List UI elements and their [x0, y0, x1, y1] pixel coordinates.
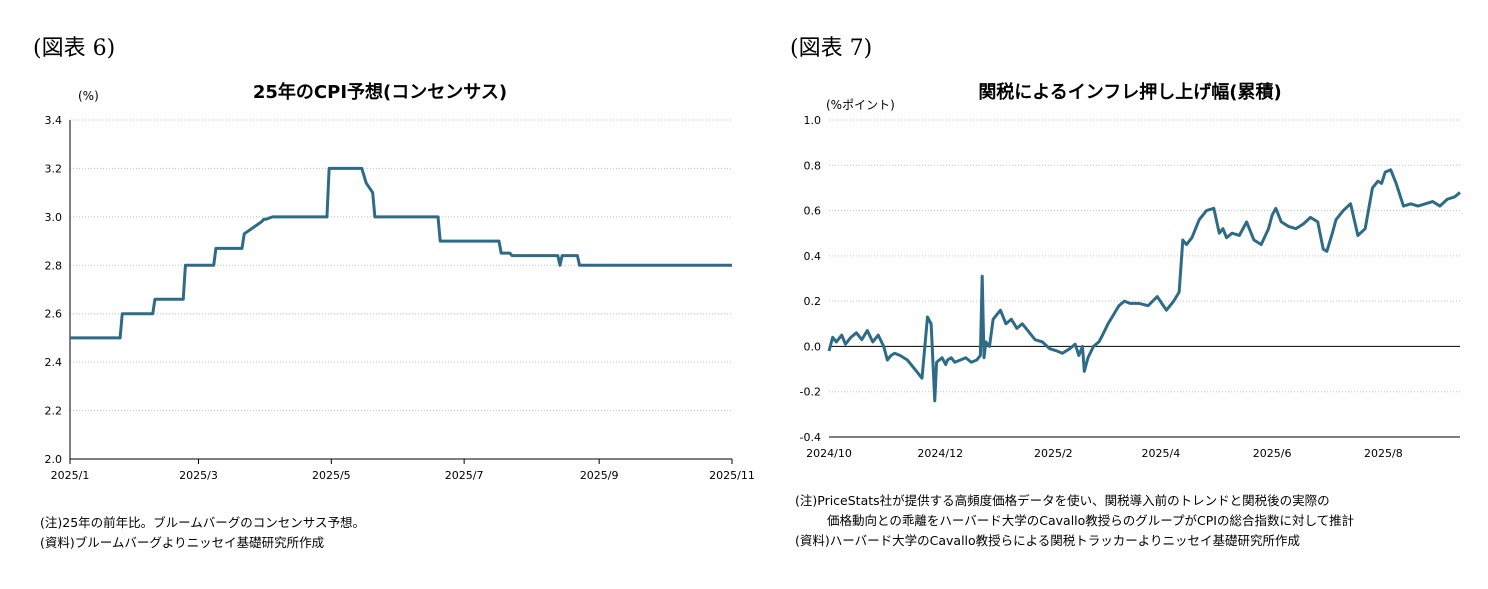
right-series-line — [827, 168, 1461, 403]
left-y-tick-label: 2.8 — [45, 259, 63, 272]
left-series-line — [70, 166, 732, 340]
left-y-tick-label: 2.0 — [45, 453, 63, 466]
left-chart-title: 25年のCPI予想(コンセンサス) — [252, 82, 508, 103]
right-note-3: (資料)ハーバード大学のCavallo教授らによる関税トラッカーよりニッセイ基礎… — [795, 533, 1301, 548]
right-figure-label: (図表 7) — [790, 36, 873, 61]
left-y-unit: (%) — [78, 89, 99, 103]
left-y-tick-label: 2.4 — [45, 356, 63, 369]
left-y-tick-label: 2.6 — [45, 308, 63, 321]
right-y-tick-label: 0.2 — [804, 295, 822, 308]
right-x-tick-label: 2024/10 — [806, 447, 852, 460]
left-y-tick-label: 3.0 — [45, 211, 63, 224]
left-x-tick-label: 2025/5 — [312, 469, 351, 482]
right-x-tick-label: 2025/6 — [1253, 447, 1292, 460]
right-y-tick-label: -0.4 — [800, 431, 821, 444]
left-x-tick-label: 2025/3 — [179, 469, 218, 482]
left-figure-label: (図表 6) — [33, 36, 116, 61]
right-x-tick-label: 2025/8 — [1364, 447, 1403, 460]
left-y-tick-label: 3.4 — [45, 114, 63, 127]
right-x-tick-label: 2025/2 — [1034, 447, 1073, 460]
right-line-chart: -0.4 -0.2 0.0 0.2 0.4 0.6 0.8 1.0 2024/10 2024/1… — [800, 114, 1461, 460]
right-note-1: (注)PriceStats社が提供する高頻度価格データを使い、関税導入前のトレン… — [795, 493, 1330, 508]
right-y-unit: (%ポイント) — [826, 98, 895, 112]
left-x-tick-label: 2025/7 — [445, 469, 484, 482]
right-chart-title: 関税によるインフレ押し上げ幅(累積) — [978, 82, 1282, 103]
right-y-tick-label: 1.0 — [804, 114, 822, 127]
left-line-chart: 2.0 2.2 2.4 2.6 2.8 3.0 3.2 3.4 2025/1 2025/3 202… — [45, 114, 755, 482]
right-y-tick-label: 0.4 — [804, 250, 822, 263]
left-y-tick-label: 3.2 — [45, 162, 63, 175]
right-y-tick-label: 0.8 — [804, 159, 822, 172]
right-y-tick-label: -0.2 — [800, 386, 821, 399]
left-note-1: (注)25年の前年比。ブルームバーグのコンセンサス予想。 — [40, 515, 366, 530]
left-y-tick-label: 2.2 — [45, 405, 63, 418]
left-x-tick-label: 2025/11 — [709, 469, 755, 482]
left-x-tick-label: 2025/9 — [580, 469, 619, 482]
right-y-tick-label: 0.0 — [804, 340, 822, 353]
right-x-tick-label: 2025/4 — [1142, 447, 1181, 460]
left-x-tick-label: 2025/1 — [51, 469, 90, 482]
right-note-2: 価格動向との乖離をハーバード大学のCavallo教授らのグループがCPIの総合指… — [827, 513, 1355, 528]
right-x-tick-label: 2024/12 — [917, 447, 963, 460]
left-note-2: (資料)ブルームバーグよりニッセイ基礎研究所作成 — [40, 535, 325, 550]
right-y-tick-label: 0.6 — [804, 205, 822, 218]
